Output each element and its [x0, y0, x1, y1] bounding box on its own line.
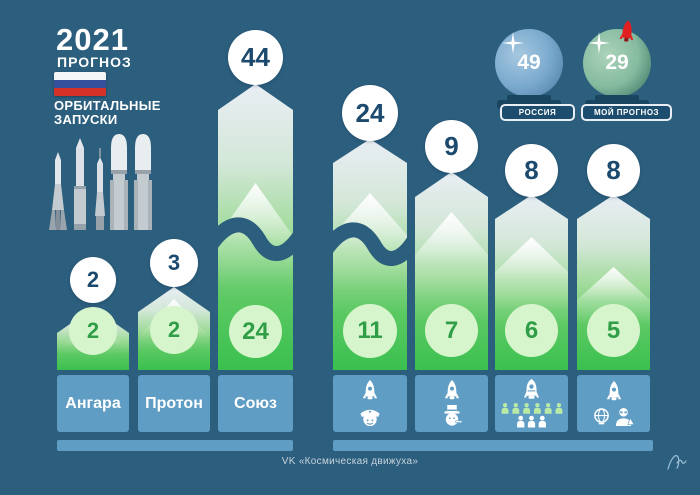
- my-forecast-ball: 29: [583, 29, 651, 97]
- soyuz2-rocket-drawing: [95, 148, 105, 230]
- rocket-icon: [444, 379, 459, 399]
- flag-stripe-blue: [54, 80, 106, 88]
- red-rocket-icon: [619, 20, 634, 42]
- angara-a5-rocket-drawing: [110, 134, 128, 230]
- page-title-line1: ОРБИТАЛЬНЫЕ: [54, 98, 161, 113]
- my-forecast-value: 29: [605, 51, 629, 74]
- forecast-subtitle: ПРОГНОЗ: [57, 54, 132, 70]
- forecast-value-badge: 7: [425, 304, 478, 357]
- page-title: ОРБИТАЛЬНЫЕ ЗАПУСКИ: [54, 99, 161, 127]
- plan-value-badge: 24: [342, 85, 398, 141]
- plan-value-badge: 8: [505, 144, 558, 197]
- flag-stripe-white: [54, 72, 106, 80]
- crew-rocket-icon: [523, 379, 540, 399]
- year-title: 2021: [56, 22, 129, 57]
- ball-pedestal: [595, 95, 639, 101]
- right-group-baseline: [333, 440, 653, 451]
- soyuz-rocket-drawing: [49, 152, 67, 230]
- proton-rocket-drawing: [74, 138, 86, 230]
- rocket-family-illustration: [49, 134, 152, 230]
- people-group-icon: [501, 402, 562, 428]
- author-signature-icon: [667, 455, 687, 470]
- russia-total-value: 49: [517, 51, 541, 74]
- russian-flag-icon: [54, 72, 106, 96]
- sparkle-icon: [502, 32, 524, 54]
- forecast-value-badge: 2: [69, 307, 117, 355]
- businessman-cigar-icon: [443, 405, 462, 426]
- axis-break-wave: [333, 222, 407, 266]
- russia-label-pill: РОССИЯ: [500, 104, 575, 121]
- category-label-angara: Ангара: [57, 375, 129, 432]
- category-crewed: [495, 375, 568, 432]
- scientist-icon: [615, 408, 635, 427]
- credit-text: VK «Космическая движуха»: [281, 456, 419, 467]
- sparkle-icon: [588, 32, 610, 54]
- russia-total-ball: 49: [495, 29, 563, 97]
- left-group-baseline: [57, 440, 293, 451]
- my-forecast-label-pill: МОЙ ПРОГНОЗ: [581, 104, 672, 121]
- category-military: [333, 375, 407, 432]
- plan-value-badge: 44: [228, 30, 283, 85]
- plan-value-badge: 9: [425, 120, 478, 173]
- category-label-proton: Протон: [138, 375, 210, 432]
- forecast-value-badge: 2: [150, 306, 198, 354]
- category-label-soyuz: Союз: [218, 375, 293, 432]
- rocket-icon: [362, 379, 378, 399]
- rocket-icon: [606, 380, 621, 400]
- axis-break-wave: [218, 217, 293, 261]
- category-commercial: [415, 375, 488, 432]
- forecast-value-badge: 11: [343, 304, 397, 358]
- page-title-line2: ЗАПУСКИ: [54, 112, 118, 127]
- plan-value-badge: 2: [70, 257, 116, 303]
- plan-value-badge: 8: [587, 144, 640, 197]
- flag-stripe-red: [54, 88, 106, 96]
- green-people-row: [501, 402, 562, 414]
- ball-pedestal: [507, 95, 551, 101]
- military-officer-icon: [360, 410, 380, 427]
- globe-icon: [593, 408, 609, 425]
- forecast-value-badge: 5: [587, 304, 640, 357]
- category-other: [577, 375, 650, 432]
- white-people-row: [516, 415, 546, 428]
- plan-value-badge: 3: [150, 239, 198, 287]
- forecast-value-badge: 24: [229, 305, 282, 358]
- angara-rocket-drawing: [134, 134, 152, 230]
- forecast-value-badge: 6: [505, 304, 558, 357]
